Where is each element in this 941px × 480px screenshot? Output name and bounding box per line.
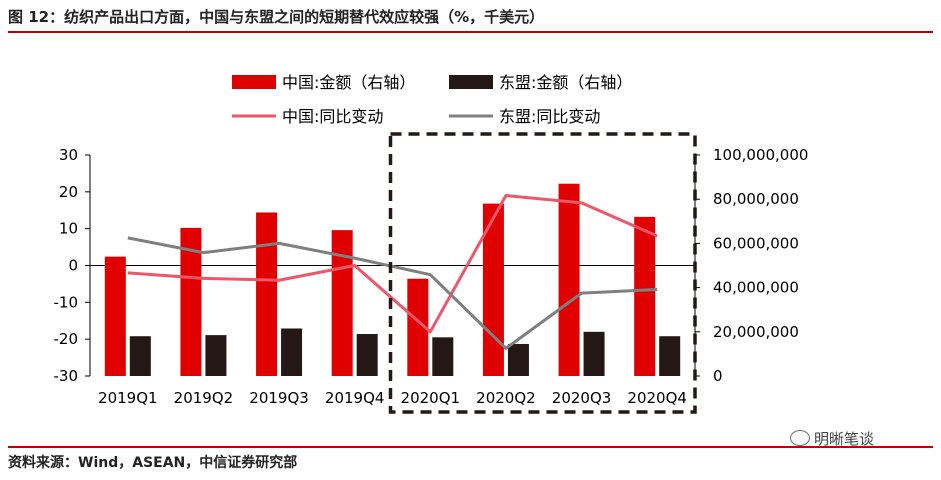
legend-swatch [232, 75, 276, 89]
category-label: 2019Q2 [174, 389, 234, 407]
china-amount-bar [104, 256, 126, 376]
left-axis-tick-label: 10 [59, 220, 78, 238]
china-amount-bar [634, 216, 656, 376]
legend-label: 东盟:金额（右轴） [499, 73, 632, 92]
category-label: 2020Q4 [627, 389, 687, 407]
right-axis-tick-label: 60,000,000 [713, 234, 799, 252]
left-axis-tick-label: -20 [54, 330, 79, 348]
right-axis-tick-label: 40,000,000 [713, 279, 799, 297]
watermark-text: 明晰笔谈 [814, 430, 875, 448]
legend-swatch [449, 75, 493, 89]
asean-amount-bar [507, 343, 529, 376]
asean-amount-bar [205, 335, 227, 376]
wechat-icon [790, 430, 810, 446]
left-axis-tick-label: -10 [54, 293, 79, 311]
chart-title: 图 12：纺织产品出口方面，中国与东盟之间的短期替代效应较强（%，千美元） [8, 8, 545, 26]
category-label: 2019Q1 [98, 389, 158, 407]
left-axis-tick-label: -30 [54, 367, 79, 385]
lines [127, 194, 658, 350]
legend-label: 中国:金额（右轴） [282, 73, 415, 92]
legend: 中国:金额（右轴） 东盟:金额（右轴） 中国:同比变动 东盟:同比变动 [232, 73, 632, 126]
left-axis-tick-label: 20 [59, 183, 78, 201]
right-axis-tick-label: 0 [713, 367, 723, 385]
china-amount-bar [407, 278, 429, 376]
source-note: 资料来源：Wind，ASEAN，中信证券研究部 [8, 455, 298, 471]
title-divider [8, 31, 933, 33]
legend-label: 东盟:同比变动 [499, 107, 600, 126]
category-label: 2020Q2 [476, 389, 536, 407]
asean-amount-bar [356, 334, 378, 376]
asean-amount-bar [281, 328, 303, 376]
category-label: 2020Q1 [401, 389, 461, 407]
footer-divider [8, 446, 933, 448]
asean-amount-bar [583, 331, 605, 376]
right-axis-tick-label: 100,000,000 [713, 146, 808, 164]
asean-amount-bar [659, 336, 681, 376]
china-amount-bar [256, 212, 278, 376]
asean-yoy-line [127, 236, 658, 350]
dashed-highlight-rect [388, 132, 697, 414]
china-yoy-line [127, 194, 658, 334]
category-label: 2019Q3 [249, 389, 309, 407]
asean-amount-bar [129, 336, 151, 376]
highlight-box [388, 132, 697, 414]
right-axis-tick-label: 80,000,000 [713, 190, 799, 208]
right-axis-tick-label: 20,000,000 [713, 323, 799, 341]
watermark: 明晰笔谈 [790, 428, 874, 449]
china-amount-bar [331, 230, 353, 376]
china-amount-bar [558, 183, 580, 376]
left-axis-tick-label: 30 [59, 146, 78, 164]
category-label: 2020Q3 [552, 389, 612, 407]
bars [104, 183, 681, 376]
left-axis-tick-label: 0 [68, 257, 78, 275]
china-amount-bar [180, 227, 202, 376]
category-label: 2019Q4 [325, 389, 385, 407]
legend-label: 中国:同比变动 [282, 107, 383, 126]
asean-amount-bar [432, 337, 454, 376]
